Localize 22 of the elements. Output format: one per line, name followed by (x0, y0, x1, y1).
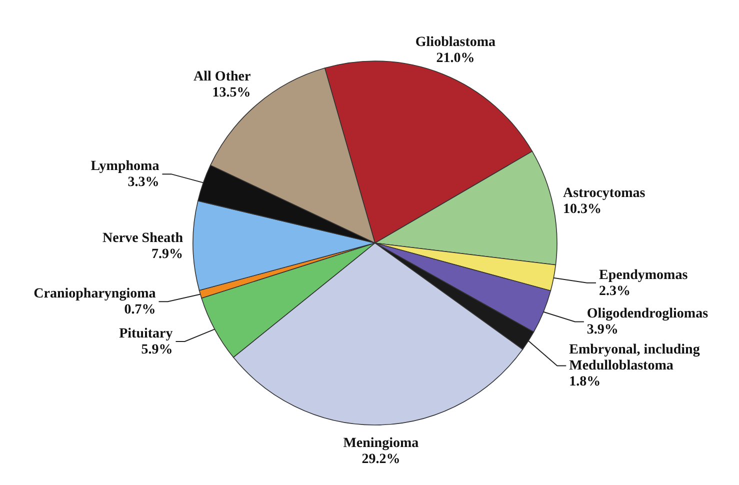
slice-label: Craniopharyngioma (34, 286, 156, 302)
slice-label: Meningioma (343, 436, 419, 451)
slice-label: Ependymomas (598, 268, 688, 283)
data-label: 3.3% (128, 175, 160, 190)
data-label: 0.7% (124, 302, 156, 318)
data-label: 1.8% (569, 374, 601, 390)
data-label: 5.9% (141, 342, 173, 358)
data-label: 21.0% (436, 50, 475, 66)
data-label: 10.3% (563, 202, 602, 217)
slice-label: Glioblastoma (415, 34, 496, 50)
data-label: 13.5% (212, 85, 251, 100)
data-label: 29.2% (362, 452, 400, 467)
slice-label: Pituitary (119, 326, 173, 342)
data-label: 7.9% (152, 247, 184, 262)
slice-label: Oligodendrogliomas (586, 306, 709, 322)
slice-label: All Other (194, 69, 251, 84)
slice-label: Embryonal, including Medulloblastoma (569, 342, 700, 374)
slice-label: Lymphoma (90, 159, 160, 174)
data-label: 2.3% (598, 284, 630, 299)
data-label: 3.9% (586, 322, 618, 338)
slice-label: Nerve Sheath (102, 231, 184, 246)
slice-label: Astrocytomas (563, 186, 646, 201)
